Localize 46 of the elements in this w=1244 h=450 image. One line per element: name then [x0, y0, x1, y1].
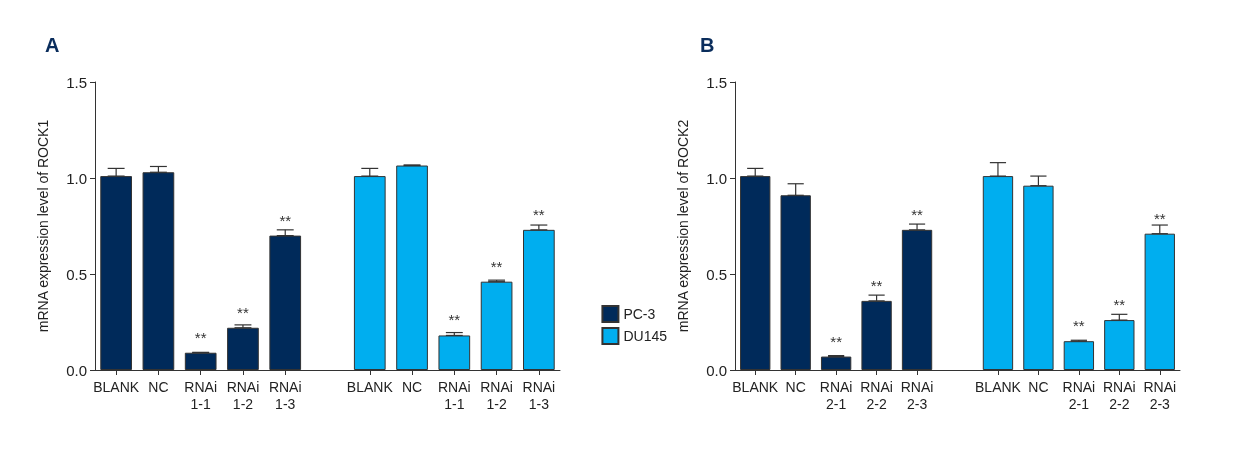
chart-title: A [45, 34, 60, 56]
x-tick-label: RNAi 2-3 [900, 378, 934, 412]
x-tick-label: RNAi 2-2 [1102, 378, 1136, 412]
y-tick-label: 1.5 [66, 73, 87, 91]
data-label: ** [279, 211, 292, 229]
x-tick-label: BLANK [732, 378, 779, 395]
chart-title: B [700, 34, 715, 56]
y-tick-label: 0.5 [706, 265, 727, 283]
y-tick-label: 1.5 [706, 73, 727, 91]
data-label: ** [1073, 317, 1085, 335]
legend-label: PC-3 [623, 306, 656, 322]
x-tick-label: NC [148, 378, 169, 395]
data-label: ** [448, 311, 461, 329]
x-tick-label: RNAi 1-3 [522, 378, 556, 412]
x-tick-label: RNAi 1-1 [184, 378, 218, 412]
y-tick-label: 0.0 [706, 361, 727, 379]
y-tick-label: 0.0 [66, 361, 87, 379]
x-tick-label: RNAi 2-1 [1062, 378, 1096, 412]
x-tick-label: BLANK [346, 378, 394, 395]
data-label: ** [237, 303, 249, 321]
data-label: ** [830, 332, 843, 350]
x-tick-label: RNAi 1-3 [268, 378, 302, 412]
y-tick-label: 1.0 [706, 169, 727, 187]
x-tick-label: RNAi 2-2 [860, 378, 893, 412]
x-tick-label: RNAi 1-2 [480, 378, 513, 412]
x-tick-label: BLANK [974, 378, 1022, 395]
x-tick-label: RNAi 2-1 [819, 378, 853, 412]
x-tick-label: NC [1028, 378, 1049, 395]
x-tick-label: RNAi 1-2 [226, 378, 260, 412]
data-label: ** [1153, 209, 1166, 227]
x-tick-label: NC [401, 378, 423, 395]
data-label: ** [1113, 296, 1126, 314]
x-tick-label: BLANK [93, 378, 140, 395]
data-label: ** [533, 205, 545, 223]
data-label: ** [490, 257, 503, 275]
y-tick-label: 0.5 [66, 265, 87, 283]
y-tick-label: 1.0 [66, 169, 87, 187]
y-axis-title: mRNA expression level of ROCK1 [35, 119, 51, 333]
x-tick-label: RNAi 2-3 [1143, 378, 1177, 412]
legend-label: DU145 [623, 328, 668, 344]
data-label: ** [870, 276, 883, 294]
data-label: ** [911, 205, 924, 223]
data-label: ** [194, 328, 207, 346]
x-tick-label: RNAi 1-1 [437, 378, 471, 412]
y-axis-title: mRNA expression level of ROCK2 [675, 119, 691, 333]
x-tick-label: NC [785, 378, 806, 395]
